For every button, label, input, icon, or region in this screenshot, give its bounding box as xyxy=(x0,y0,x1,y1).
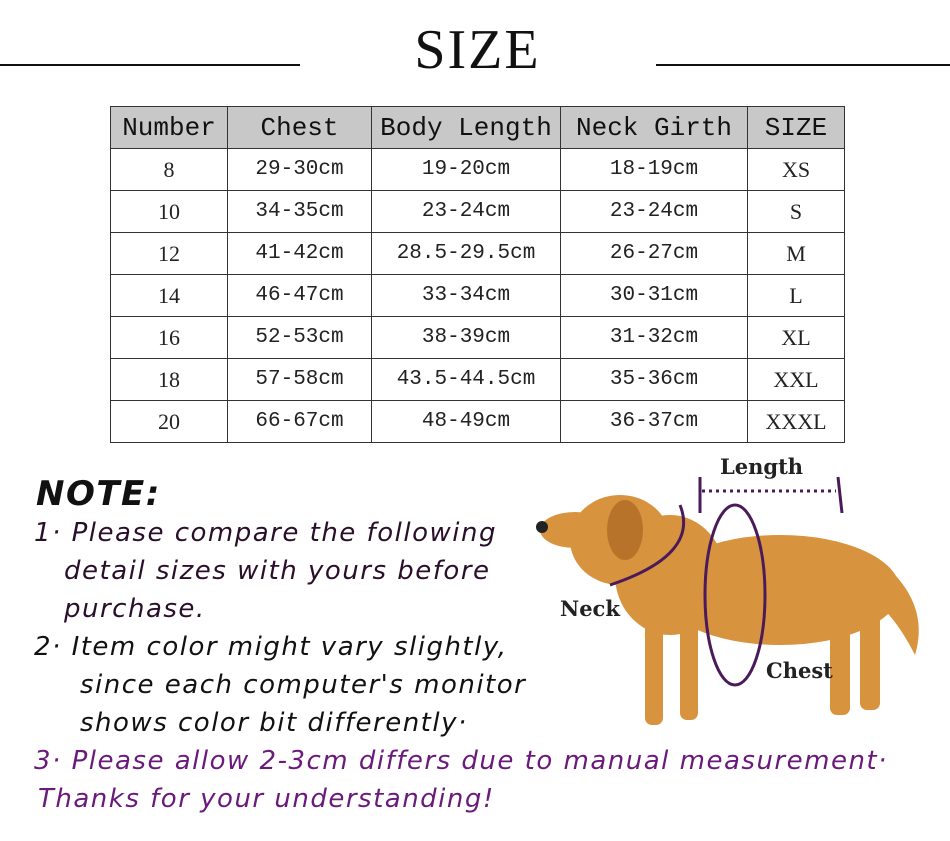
note-line: detail sizes with yours before xyxy=(64,556,491,586)
table-row: 8 29-30cm 19-20cm 18-19cm XS xyxy=(110,148,845,191)
neck-label: Neck xyxy=(560,596,620,621)
table-cell: 52-53cm xyxy=(227,316,372,359)
table-cell: XXXL xyxy=(747,400,845,443)
column-header: Body Length xyxy=(371,106,561,149)
table-cell: XS xyxy=(747,148,845,191)
table-cell: 23-24cm xyxy=(371,190,561,233)
table-cell: 33-34cm xyxy=(371,274,561,317)
table-cell: L xyxy=(747,274,845,317)
title-rule-left xyxy=(0,64,300,66)
table-cell: 36-37cm xyxy=(560,400,748,443)
table-cell: 26-27cm xyxy=(560,232,748,275)
table-cell: 43.5-44.5cm xyxy=(371,358,561,401)
size-table: Number Chest Body Length Neck Girth SIZE 8 29… xyxy=(110,106,845,443)
table-cell: 18 xyxy=(110,358,228,401)
note-line: 2· Item color might vary slightly, xyxy=(34,632,508,662)
table-cell: S xyxy=(747,190,845,233)
table-cell: 30-31cm xyxy=(560,274,748,317)
note-line: Thanks for your understanding! xyxy=(38,784,495,814)
note-heading: NOTE: xyxy=(36,474,161,514)
note-line: since each computer's monitor xyxy=(80,670,527,700)
table-cell: 28.5-29.5cm xyxy=(371,232,561,275)
table-cell: 19-20cm xyxy=(371,148,561,191)
dog-measurement-illustration xyxy=(536,476,919,725)
table-cell: 66-67cm xyxy=(227,400,372,443)
table-cell: XL xyxy=(747,316,845,359)
table-cell: 35-36cm xyxy=(560,358,748,401)
note-line: 1· Please compare the following xyxy=(34,518,497,548)
table-cell: 8 xyxy=(110,148,228,191)
table-cell: 31-32cm xyxy=(560,316,748,359)
table-cell: 41-42cm xyxy=(227,232,372,275)
table-cell: 12 xyxy=(110,232,228,275)
column-header: SIZE xyxy=(747,106,845,149)
dog-icon xyxy=(536,495,919,725)
table-row: 10 34-35cm 23-24cm 23-24cm S xyxy=(110,190,845,233)
table-cell: 34-35cm xyxy=(227,190,372,233)
column-header: Number xyxy=(110,106,228,149)
table-cell: 10 xyxy=(110,190,228,233)
table-row: 12 41-42cm 28.5-29.5cm 26-27cm M xyxy=(110,232,845,275)
measure-lines xyxy=(609,476,844,687)
chest-label: Chest xyxy=(766,658,833,683)
page-title: SIZE xyxy=(414,19,541,81)
table-cell: 38-39cm xyxy=(371,316,561,359)
table-row: 14 46-47cm 33-34cm 30-31cm L xyxy=(110,274,845,317)
table-cell: 29-30cm xyxy=(227,148,372,191)
table-cell: XXL xyxy=(747,358,845,401)
table-header-row: Number Chest Body Length Neck Girth SIZE xyxy=(110,106,845,149)
column-header: Neck Girth xyxy=(560,106,748,149)
length-label: Length xyxy=(720,454,804,479)
table-cell: 23-24cm xyxy=(560,190,748,233)
column-header: Chest xyxy=(227,106,372,149)
table-cell: M xyxy=(747,232,845,275)
table-cell: 46-47cm xyxy=(227,274,372,317)
table-cell: 57-58cm xyxy=(227,358,372,401)
table-cell: 48-49cm xyxy=(371,400,561,443)
table-cell: 16 xyxy=(110,316,228,359)
table-row: 16 52-53cm 38-39cm 31-32cm XL xyxy=(110,316,845,359)
table-cell: 20 xyxy=(110,400,228,443)
table-row: 18 57-58cm 43.5-44.5cm 35-36cm XXL xyxy=(110,358,845,401)
note-line: 3· Please allow 2-3cm differs due to man… xyxy=(34,746,888,776)
table-cell: 18-19cm xyxy=(560,148,748,191)
title-rule-right xyxy=(656,64,950,66)
table-row: 20 66-67cm 48-49cm 36-37cm XXXL xyxy=(110,400,845,443)
note-line: purchase. xyxy=(64,594,206,624)
table-cell: 14 xyxy=(110,274,228,317)
note-line: shows color bit differently· xyxy=(80,708,468,738)
